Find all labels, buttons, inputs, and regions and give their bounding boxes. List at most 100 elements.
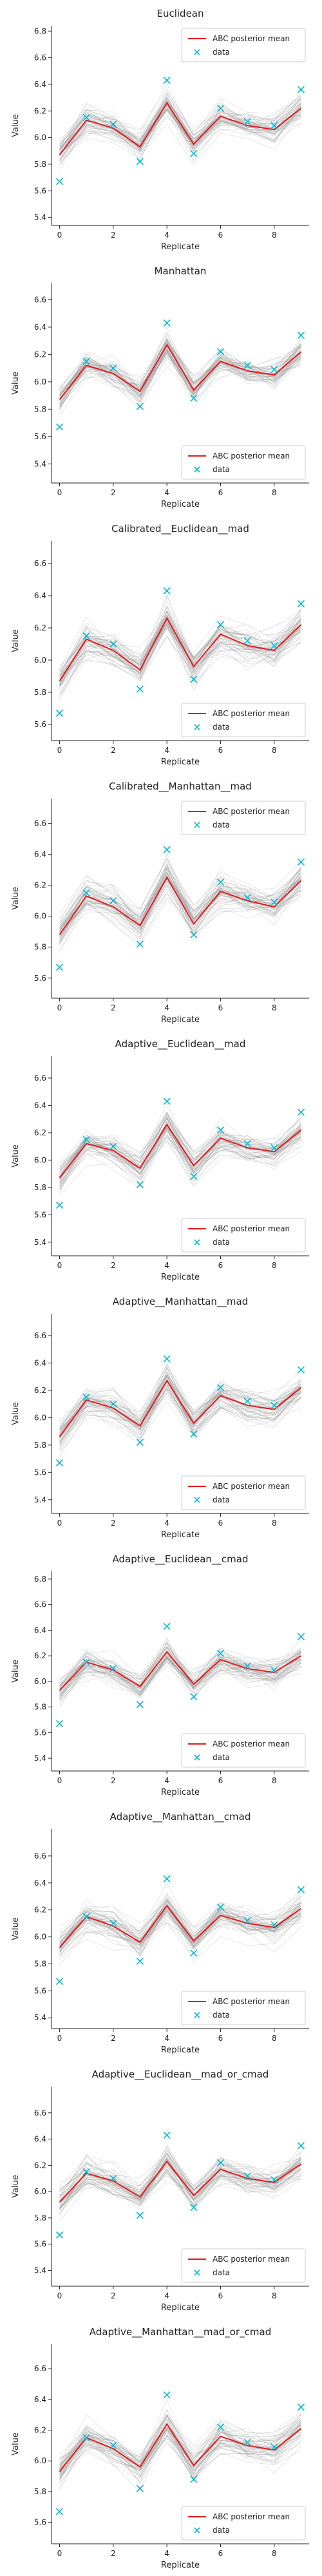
posterior-sample-traces bbox=[59, 1638, 301, 1708]
posterior-sample-trace bbox=[59, 619, 301, 680]
posterior-sample-trace bbox=[59, 1656, 301, 1695]
posterior-sample-trace bbox=[59, 625, 301, 675]
posterior-sample-trace bbox=[59, 872, 301, 929]
legend-label-mean: ABC posterior mean bbox=[213, 1224, 290, 1233]
posterior-sample-trace bbox=[59, 337, 301, 397]
posterior-sample-trace bbox=[59, 348, 301, 398]
posterior-sample-trace bbox=[59, 1112, 301, 1178]
posterior-sample-trace bbox=[59, 867, 301, 938]
legend-label-mean: ABC posterior mean bbox=[213, 709, 290, 718]
legend-swatch-data bbox=[194, 1754, 200, 1761]
data-point-marker bbox=[297, 332, 305, 339]
posterior-sample-trace bbox=[59, 2411, 301, 2465]
posterior-sample-trace bbox=[59, 1896, 301, 1949]
data-point-marker bbox=[109, 2175, 117, 2183]
posterior-sample-trace bbox=[59, 2414, 301, 2477]
posterior-sample-trace bbox=[59, 1367, 301, 1426]
y-tick-label: 6.4 bbox=[34, 1101, 46, 1110]
y-tick-label: 6.4 bbox=[34, 80, 46, 89]
posterior-sample-trace bbox=[59, 1377, 301, 1439]
y-tick-label: 6.6 bbox=[34, 1331, 46, 1340]
posterior-sample-trace bbox=[59, 1917, 301, 1950]
posterior-sample-trace bbox=[59, 348, 301, 401]
posterior-sample-trace bbox=[59, 873, 301, 929]
y-tick-label: 6.0 bbox=[34, 1933, 46, 1942]
posterior-sample-trace bbox=[59, 1651, 301, 1698]
posterior-sample-trace bbox=[59, 869, 301, 934]
posterior-sample-trace bbox=[59, 610, 301, 670]
data-point-marker bbox=[216, 1903, 225, 1911]
posterior-sample-trace bbox=[59, 1650, 301, 1690]
posterior-sample-trace bbox=[59, 1899, 301, 1943]
x-axis-label: Replicate bbox=[161, 2561, 200, 2570]
posterior-sample-trace bbox=[59, 2161, 301, 2206]
data-point-marker bbox=[190, 1430, 198, 1438]
y-tick-label: 6.4 bbox=[34, 2135, 46, 2144]
posterior-sample-trace bbox=[59, 1135, 301, 1189]
y-tick-label: 6.2 bbox=[34, 1386, 46, 1395]
posterior-sample-trace bbox=[59, 618, 301, 689]
posterior-sample-trace bbox=[59, 1650, 301, 1696]
posterior-sample-trace bbox=[59, 2168, 301, 2207]
posterior-sample-trace bbox=[59, 2166, 301, 2214]
posterior-sample-trace bbox=[59, 601, 301, 670]
posterior-sample-trace bbox=[59, 2149, 301, 2202]
posterior-sample-trace bbox=[59, 622, 301, 672]
x-tick-label: 6 bbox=[218, 1261, 223, 1270]
posterior-sample-trace bbox=[59, 1389, 301, 1447]
posterior-sample-trace bbox=[59, 2427, 301, 2468]
posterior-sample-trace bbox=[59, 339, 301, 397]
y-tick-label: 6.0 bbox=[34, 1413, 46, 1422]
x-tick-label: 8 bbox=[272, 231, 277, 240]
posterior-sample-trace bbox=[59, 1638, 301, 1689]
x-axis-label: Replicate bbox=[161, 242, 200, 252]
x-tick-label: 6 bbox=[218, 2549, 223, 2558]
posterior-sample-trace bbox=[59, 1908, 301, 1950]
posterior-sample-trace bbox=[59, 620, 301, 685]
legend-box bbox=[181, 703, 306, 737]
posterior-sample-trace bbox=[59, 1365, 301, 1430]
posterior-sample-trace bbox=[59, 2157, 301, 2208]
posterior-sample-trace bbox=[59, 108, 301, 153]
y-tick-label: 6.4 bbox=[34, 323, 46, 332]
posterior-sample-trace bbox=[59, 2425, 301, 2467]
posterior-mean-line bbox=[59, 1651, 302, 1691]
posterior-sample-trace bbox=[59, 2434, 301, 2479]
posterior-mean-line bbox=[59, 2423, 302, 2472]
posterior-sample-trace bbox=[59, 1396, 301, 1442]
posterior-sample-trace bbox=[59, 109, 301, 164]
posterior-sample-trace bbox=[59, 1374, 301, 1433]
posterior-sample-trace bbox=[59, 2427, 301, 2479]
x-tick-label: 4 bbox=[164, 2549, 169, 2558]
y-tick-label: 5.8 bbox=[34, 160, 46, 169]
posterior-sample-trace bbox=[59, 95, 301, 156]
posterior-sample-trace bbox=[59, 335, 301, 397]
posterior-sample-trace bbox=[59, 327, 301, 400]
data-point-marker bbox=[216, 1649, 225, 1657]
posterior-sample-trace bbox=[59, 2414, 301, 2467]
y-tick-label: 6.8 bbox=[34, 1575, 46, 1584]
legend-box bbox=[181, 445, 306, 480]
chart-panel-9: Adaptive__Euclidean__mad_or_cmad 5.4 5.6 5.… bbox=[11, 2069, 309, 2313]
posterior-sample-trace bbox=[59, 1651, 301, 1692]
posterior-sample-trace bbox=[59, 1117, 301, 1171]
y-tick-label: 5.8 bbox=[34, 943, 46, 952]
posterior-sample-trace bbox=[59, 2146, 301, 2206]
posterior-sample-trace bbox=[59, 349, 301, 398]
x-axis-label: Replicate bbox=[161, 757, 200, 767]
y-tick-label: 6.4 bbox=[34, 591, 46, 600]
x-tick-label: 0 bbox=[57, 1003, 62, 1012]
y-tick-label: 5.4 bbox=[34, 1238, 46, 1247]
posterior-sample-trace bbox=[59, 1898, 301, 1948]
data-point-marker bbox=[243, 118, 251, 126]
posterior-sample-trace bbox=[59, 1135, 301, 1187]
posterior-sample-trace bbox=[59, 617, 301, 682]
data-point-marker bbox=[82, 2168, 90, 2176]
posterior-sample-traces bbox=[59, 853, 301, 953]
chart-title: Adaptive__Euclidean__mad bbox=[115, 1038, 246, 1050]
posterior-sample-trace bbox=[59, 100, 301, 171]
posterior-sample-trace bbox=[59, 1903, 301, 1942]
posterior-sample-trace bbox=[59, 625, 301, 679]
data-point-marker bbox=[270, 2176, 278, 2184]
posterior-sample-trace bbox=[59, 350, 301, 402]
